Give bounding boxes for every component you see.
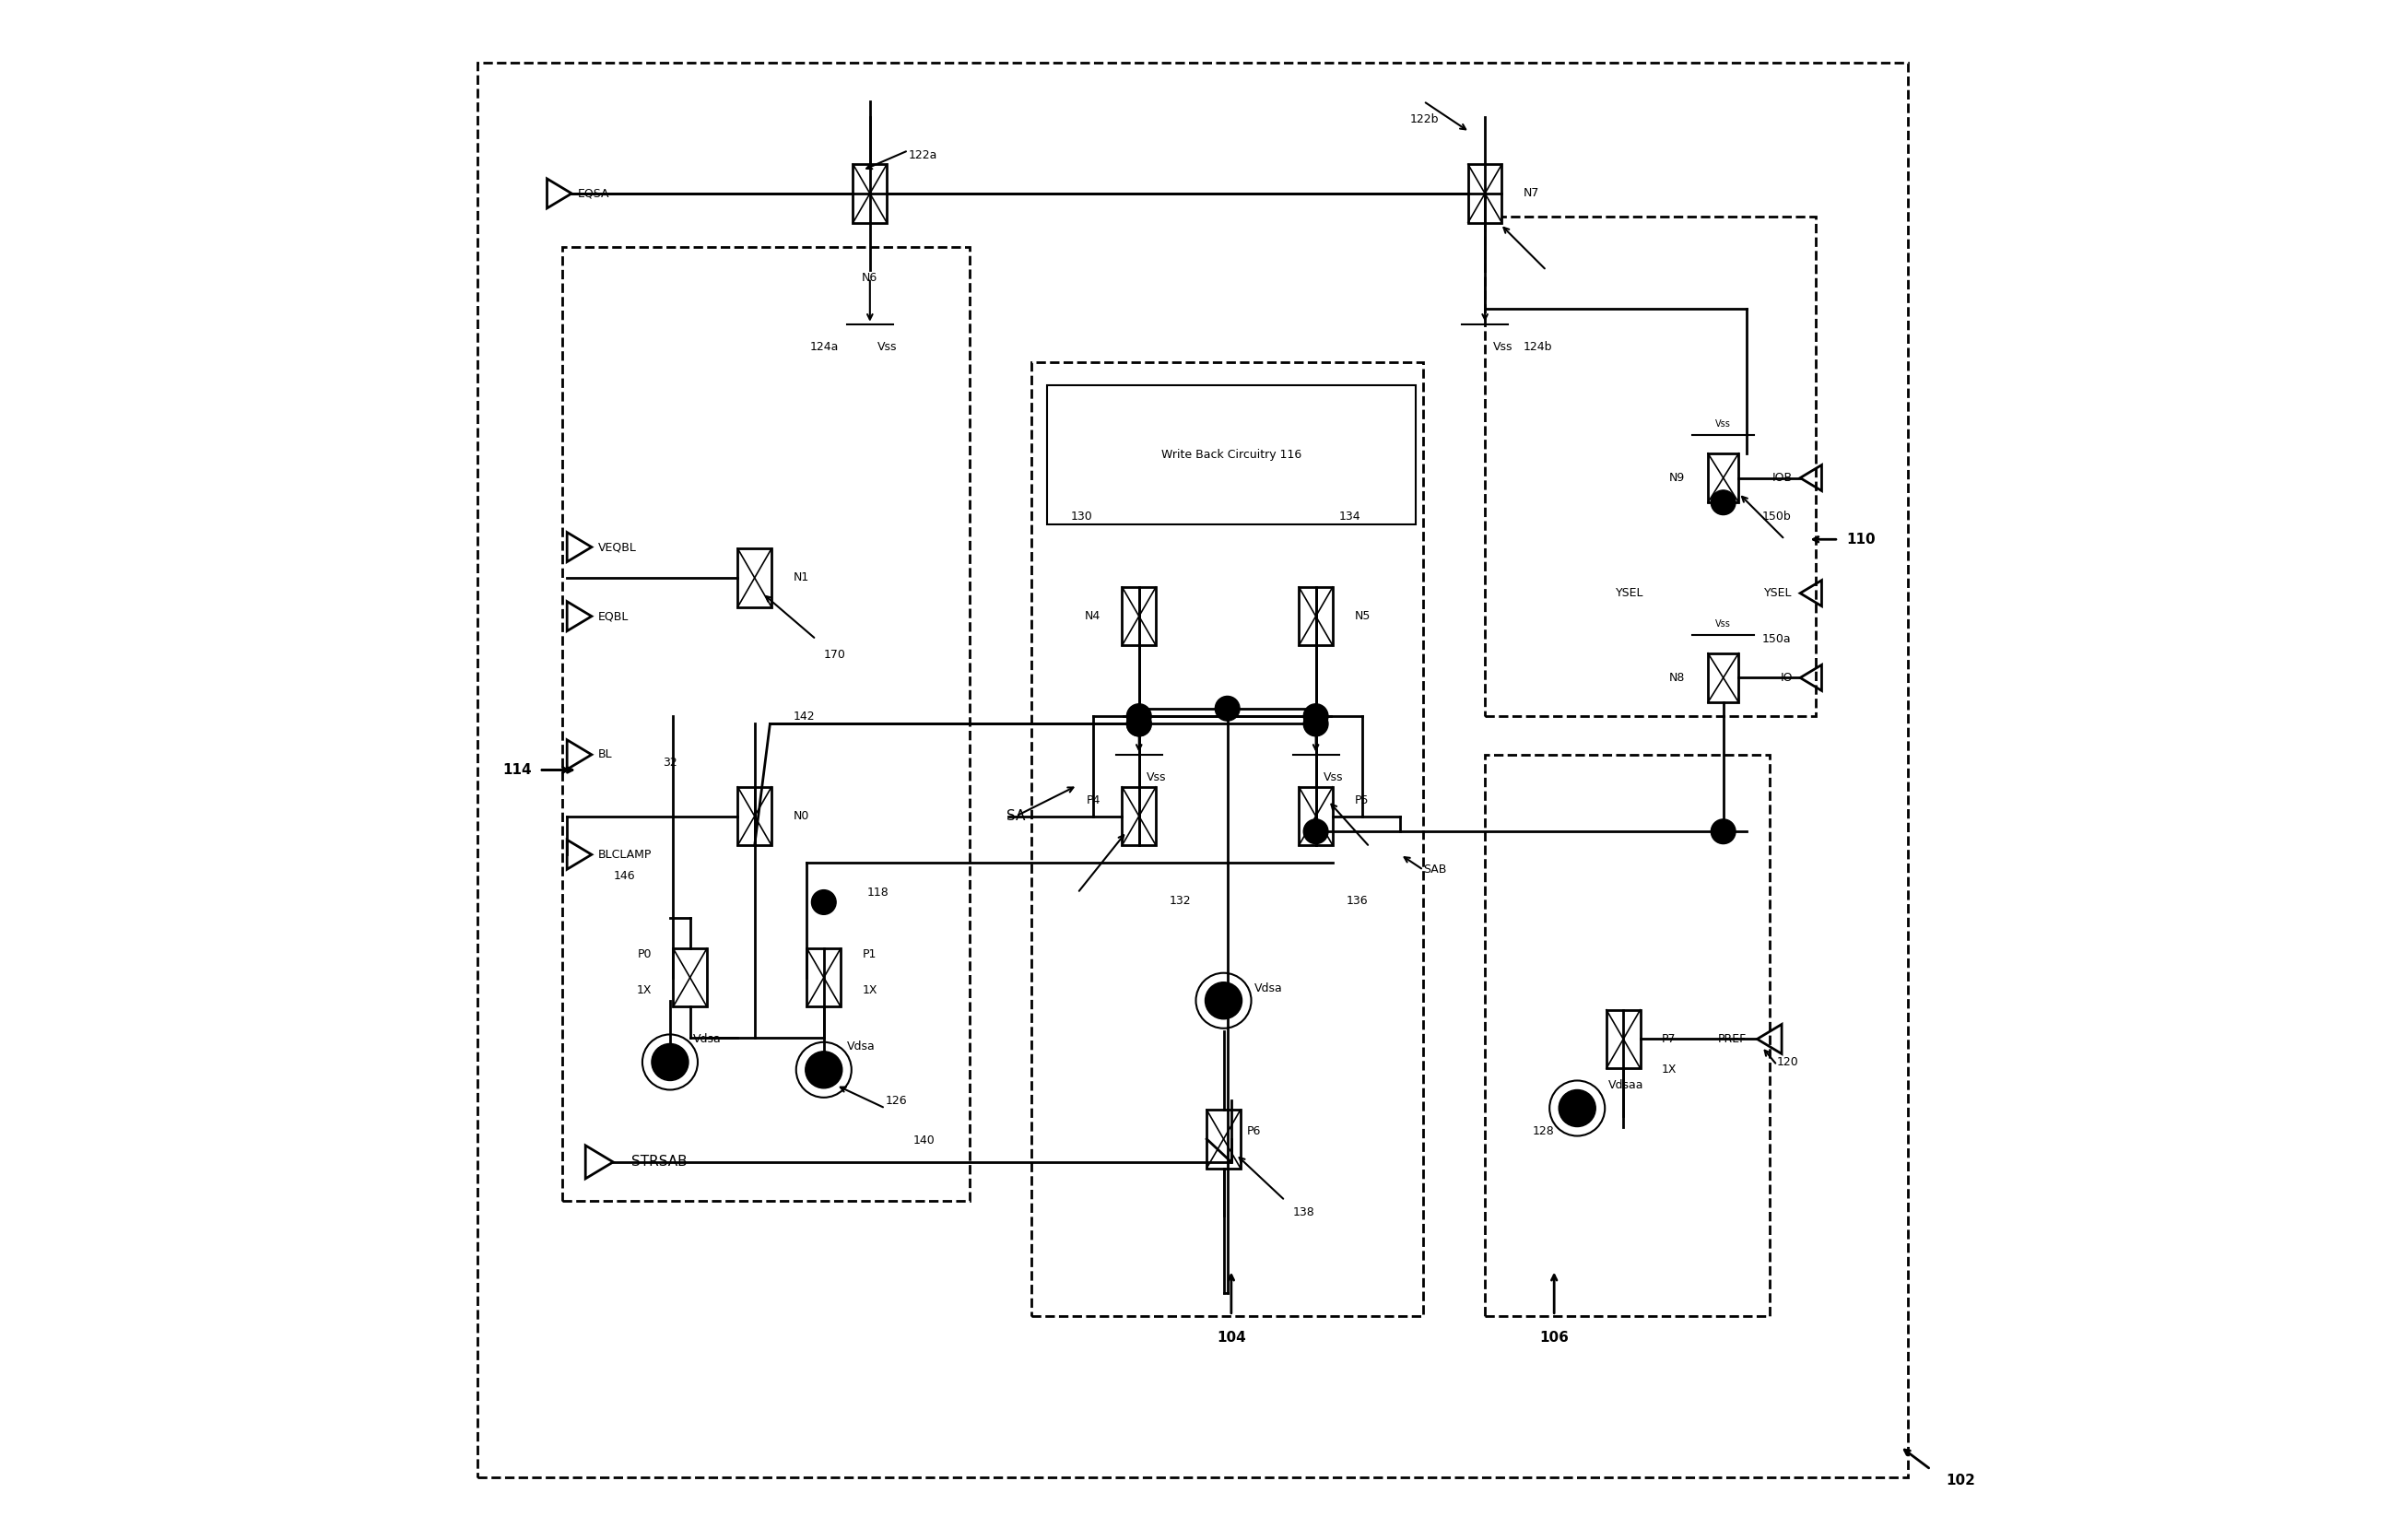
Text: 126: 126 (886, 1095, 908, 1107)
Bar (1208, 1110, 1241, 1169)
Text: 170: 170 (824, 648, 845, 661)
Text: N6: N6 (862, 273, 879, 283)
Text: N8: N8 (1669, 671, 1686, 684)
Text: 122b: 122b (1409, 114, 1438, 126)
Text: 122a: 122a (908, 149, 936, 162)
Text: N1: N1 (792, 571, 809, 584)
Text: P0: P0 (636, 949, 651, 961)
Text: 134: 134 (1340, 510, 1361, 522)
Text: N7: N7 (1522, 188, 1539, 200)
Circle shape (1304, 704, 1328, 728)
Text: N9: N9 (1669, 471, 1686, 484)
Text: Vss: Vss (1717, 619, 1731, 628)
Circle shape (1126, 711, 1152, 736)
Text: N5: N5 (1354, 610, 1371, 622)
Text: 146: 146 (612, 870, 634, 882)
Bar (672, 949, 706, 1007)
Text: Vdsaa: Vdsaa (1609, 1080, 1642, 1092)
Circle shape (1126, 704, 1152, 728)
Bar (1121, 787, 1155, 845)
Text: 1X: 1X (636, 984, 651, 996)
Text: 110: 110 (1846, 533, 1875, 547)
Text: 102: 102 (1947, 1474, 1976, 1488)
Text: Vdsa: Vdsa (694, 1033, 720, 1046)
Text: P4: P4 (1085, 795, 1100, 807)
Text: Vss: Vss (1717, 419, 1731, 428)
Text: N4: N4 (1085, 610, 1100, 622)
Text: Vss: Vss (1493, 342, 1513, 353)
Text: STRSAB: STRSAB (631, 1155, 687, 1169)
Text: 140: 140 (912, 1135, 934, 1147)
Text: 136: 136 (1347, 895, 1369, 907)
Text: EQSA: EQSA (579, 188, 610, 200)
Bar (1467, 165, 1503, 223)
Text: Vss: Vss (1148, 772, 1167, 784)
Bar (737, 548, 771, 607)
Bar (1707, 653, 1738, 702)
Text: 124b: 124b (1522, 342, 1553, 353)
Text: 1X: 1X (862, 984, 876, 996)
Bar (1707, 453, 1738, 502)
Text: 150a: 150a (1762, 633, 1791, 645)
Text: Vdsa: Vdsa (1253, 983, 1282, 995)
Circle shape (1126, 711, 1152, 736)
Text: IOB: IOB (1772, 471, 1794, 484)
Text: Write Back Circuitry 116: Write Back Circuitry 116 (1162, 448, 1301, 460)
Text: IO: IO (1779, 671, 1794, 684)
Text: BL: BL (598, 748, 612, 761)
Bar (737, 787, 771, 845)
Text: 104: 104 (1217, 1331, 1246, 1344)
Circle shape (804, 1052, 843, 1089)
Text: P5: P5 (1354, 795, 1369, 807)
Text: 150b: 150b (1762, 510, 1791, 522)
Text: 114: 114 (502, 764, 531, 776)
Circle shape (1215, 696, 1239, 721)
Bar (1121, 587, 1155, 645)
Text: SAB: SAB (1424, 864, 1448, 876)
Text: SA: SA (1006, 809, 1025, 822)
Text: P6: P6 (1246, 1126, 1261, 1137)
Text: 138: 138 (1292, 1207, 1316, 1218)
Text: Vss: Vss (1323, 772, 1342, 784)
Text: 142: 142 (792, 710, 814, 722)
Text: P1: P1 (862, 949, 876, 961)
Text: P7: P7 (1661, 1033, 1676, 1046)
Text: PREF: PREF (1717, 1033, 1746, 1046)
Text: 130: 130 (1071, 510, 1092, 522)
Bar (807, 949, 840, 1007)
Text: 1X: 1X (1661, 1064, 1676, 1076)
Text: BLCLAMP: BLCLAMP (598, 849, 651, 861)
Bar (1299, 587, 1333, 645)
Text: 128: 128 (1532, 1126, 1553, 1137)
Circle shape (1304, 711, 1328, 736)
Text: 32: 32 (663, 756, 677, 768)
Circle shape (1558, 1090, 1597, 1127)
Text: 132: 132 (1169, 895, 1191, 907)
Text: Vdsa: Vdsa (848, 1041, 876, 1053)
Text: VEQBL: VEQBL (598, 541, 636, 553)
Circle shape (1205, 983, 1241, 1019)
Text: Vss: Vss (879, 342, 898, 353)
Text: N0: N0 (792, 810, 809, 822)
Text: 118: 118 (867, 887, 888, 899)
Circle shape (1712, 819, 1736, 844)
Bar (1299, 787, 1333, 845)
Text: 124a: 124a (809, 342, 840, 353)
Text: YSEL: YSEL (1765, 587, 1794, 599)
Text: 120: 120 (1777, 1056, 1798, 1069)
Circle shape (812, 890, 836, 915)
Bar (1047, 385, 1417, 524)
Bar (852, 165, 886, 223)
Text: 106: 106 (1539, 1331, 1568, 1344)
Text: YSEL: YSEL (1616, 587, 1645, 599)
Circle shape (1712, 490, 1736, 514)
Circle shape (651, 1044, 689, 1081)
Text: EQBL: EQBL (598, 610, 629, 622)
Circle shape (1304, 819, 1328, 844)
Bar (1606, 1010, 1640, 1069)
